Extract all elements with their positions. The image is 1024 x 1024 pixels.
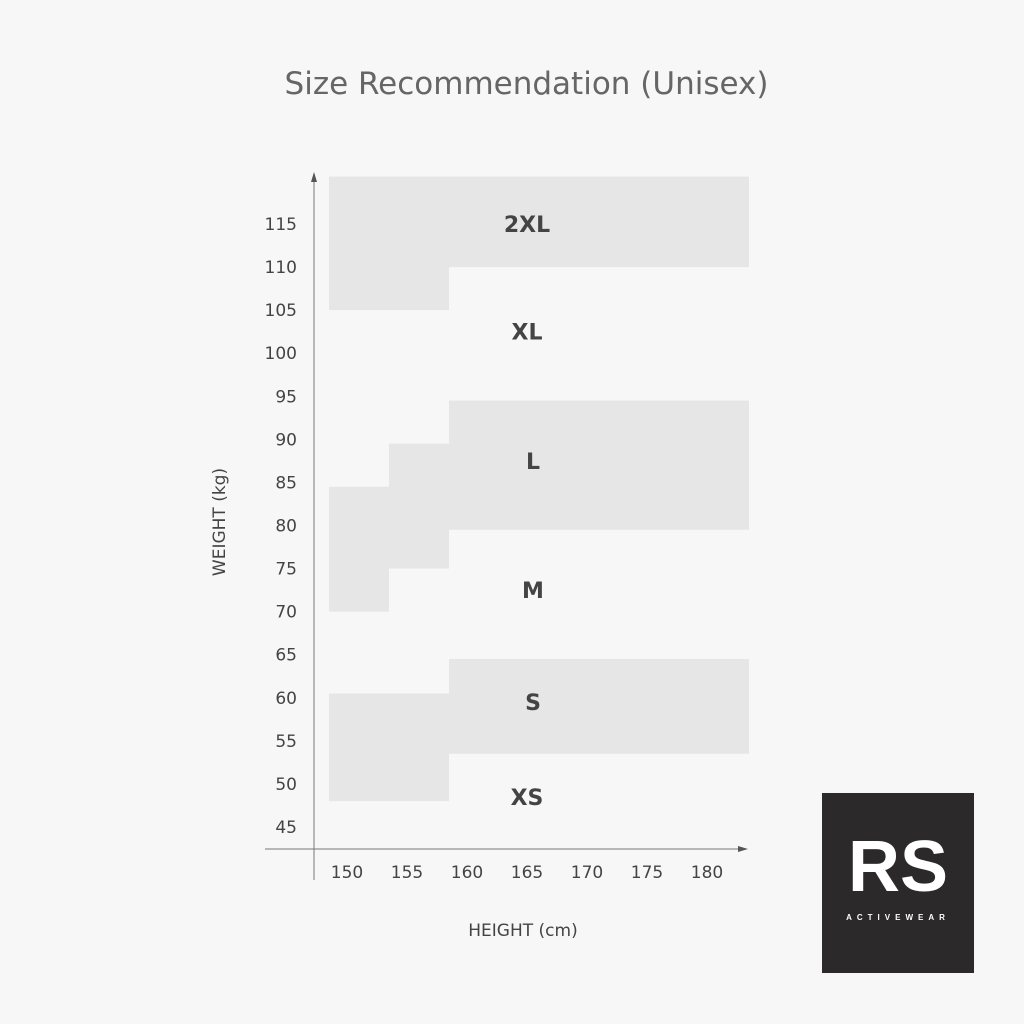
y-tick-label: 100 [265,344,297,364]
y-tick-label: 105 [265,301,297,321]
size-label-2xl: 2XL [504,213,550,238]
region-s [329,659,749,802]
y-tick-label: 65 [275,646,297,666]
y-tick-label: 60 [275,689,297,709]
y-axis-arrow-icon [311,172,317,182]
size-label-l: L [526,450,540,475]
y-tick-label: 55 [275,732,297,752]
logo-mark: RS [847,827,949,907]
y-tick-label: 50 [275,775,297,795]
size-label-m: M [522,579,544,604]
y-tick-label: 115 [265,215,297,235]
size-label-xl: XL [512,321,543,346]
x-axis-arrow-icon [738,846,748,852]
y-tick-label: 95 [275,387,297,407]
x-tick-label: 150 [331,863,363,883]
x-tick-label: 170 [571,863,603,883]
size-label-s: S [525,691,541,716]
x-tick-label: 155 [391,863,423,883]
y-tick-label: 75 [275,560,297,580]
y-tick-label: 110 [265,258,297,278]
y-tick-label: 70 [275,603,297,623]
x-tick-label: 160 [451,863,483,883]
y-tick-label: 45 [275,818,297,838]
x-tick-label: 175 [631,863,663,883]
brand-logo: RS ACTIVEWEAR [822,793,974,973]
size-label-xs: XS [511,786,544,811]
chart-title: Size Recommendation (Unisex) [284,66,769,102]
x-axis-label: HEIGHT (cm) [468,921,577,941]
region-2xl [329,176,749,311]
x-tick-label: 180 [691,863,723,883]
y-tick-label: 85 [275,473,297,493]
y-tick-label: 80 [275,516,297,536]
region-l [329,400,749,612]
logo-tagline: ACTIVEWEAR [846,913,950,922]
x-tick-label: 165 [511,863,543,883]
y-axis-label: WEIGHT (kg) [210,468,230,576]
y-tick-label: 90 [275,430,297,450]
